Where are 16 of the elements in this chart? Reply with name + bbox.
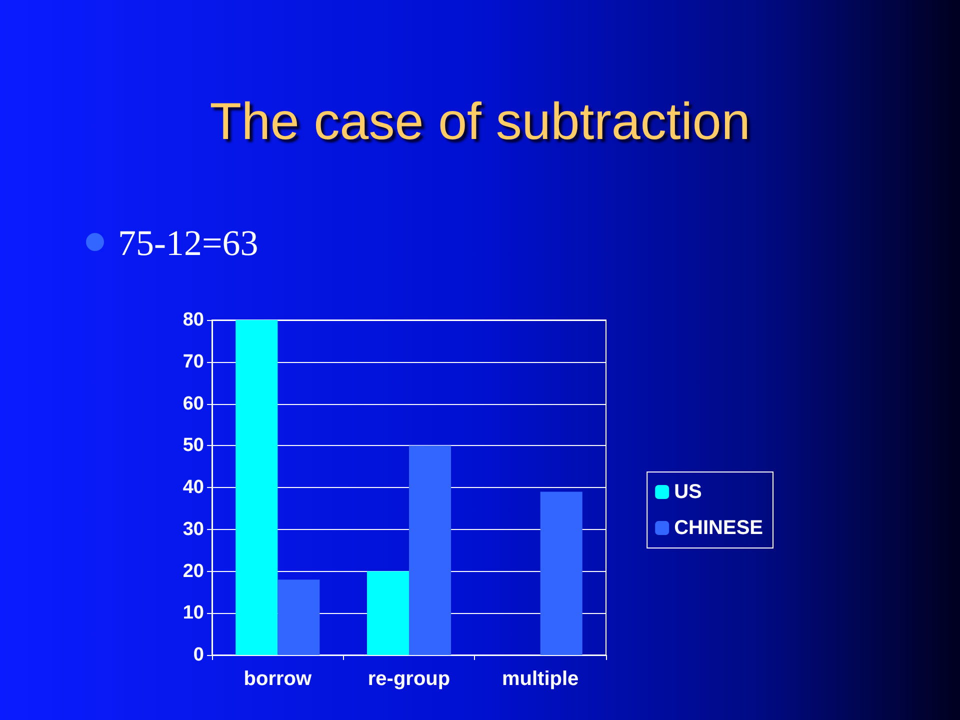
y-tick-label: 80 bbox=[182, 310, 204, 330]
chart-subtitle: 75-12=63 bbox=[118, 222, 258, 264]
y-tick-label: 30 bbox=[182, 518, 204, 540]
x-tick-label: re-group bbox=[368, 668, 450, 690]
x-tick-label: borrow bbox=[244, 668, 312, 690]
chart-title: The case of subtraction bbox=[208, 92, 752, 152]
legend-label: CHINESE bbox=[674, 517, 763, 539]
y-tick-label: 0 bbox=[193, 644, 204, 666]
y-tick-label: 60 bbox=[182, 393, 204, 414]
y-tick-label: 70 bbox=[182, 351, 204, 372]
y-tick-label: 10 bbox=[182, 602, 204, 624]
legend-label: US bbox=[674, 481, 702, 503]
y-tick-label: 40 bbox=[182, 477, 204, 498]
y-tick-label: 20 bbox=[182, 560, 204, 582]
y-tick-label: 50 bbox=[182, 435, 204, 456]
x-tick-label: multiple bbox=[502, 668, 579, 690]
